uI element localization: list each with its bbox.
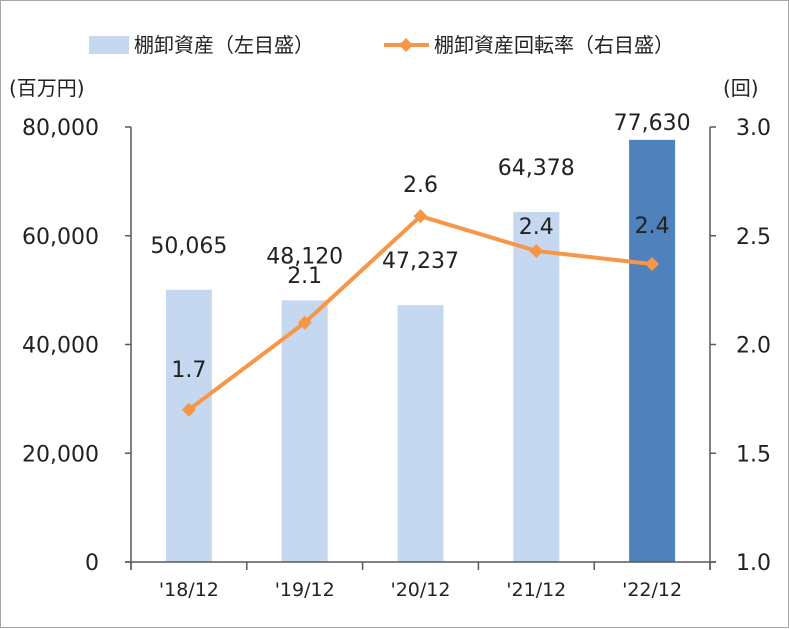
bar-value-label: 64,378 xyxy=(498,156,575,181)
x-tick-label: '20/12 xyxy=(391,579,451,601)
legend: 棚卸資産（左目盛） 棚卸資産回転率（右目盛） xyxy=(89,33,674,57)
data-labels: 50,065 48,120 47,237 64,378 77,630 1.7 2.1 2.6 2… xyxy=(150,111,690,383)
right-tick-label: 2.0 xyxy=(736,334,771,359)
bar-value-label: 77,630 xyxy=(614,111,691,136)
turnover-point-3 xyxy=(413,209,428,224)
turnover-point-4 xyxy=(529,243,544,258)
turnover-value-label: 2.4 xyxy=(635,214,670,239)
left-tick-label: 80,000 xyxy=(22,116,99,141)
right-axis-unit: (回) xyxy=(723,76,759,100)
turnover-point-2 xyxy=(297,315,312,330)
turnover-point-1 xyxy=(181,402,196,417)
right-tick-label: 1.5 xyxy=(736,442,771,467)
left-tick-label: 40,000 xyxy=(22,334,99,359)
turnover-value-label: 1.7 xyxy=(171,358,206,383)
axes: 0 20,000 40,000 60,000 80,000 1.0 1.5 2.0 2.5 3.0… xyxy=(22,116,771,601)
right-tick-label: 3.0 xyxy=(736,116,771,141)
x-tick-label: '19/12 xyxy=(275,579,335,601)
legend-line-marker xyxy=(399,38,413,52)
bar-1 xyxy=(165,289,212,562)
legend-bar-swatch xyxy=(89,36,129,54)
turnover-value-label: 2.1 xyxy=(287,264,322,289)
turnover-value-label: 2.6 xyxy=(403,173,438,198)
bar-4 xyxy=(513,211,560,562)
right-tick-label: 2.5 xyxy=(736,225,771,250)
legend-line-label: 棚卸資産回転率（右目盛） xyxy=(434,33,674,57)
left-axis-unit: (百万円) xyxy=(9,76,85,100)
left-tick-label: 20,000 xyxy=(22,442,99,467)
turnover-value-label: 2.4 xyxy=(519,215,554,240)
bar-5 xyxy=(629,139,676,562)
bar-value-label: 48,120 xyxy=(266,244,343,269)
right-tick-label: 1.0 xyxy=(736,551,771,576)
x-tick-label: '22/12 xyxy=(622,579,682,601)
left-tick-label: 0 xyxy=(85,551,99,576)
bar-value-label: 50,065 xyxy=(150,234,227,259)
legend-bar-label: 棚卸資産（左目盛） xyxy=(134,33,314,57)
bar-value-label: 47,237 xyxy=(382,249,459,274)
bar-series xyxy=(165,139,676,562)
line-series xyxy=(181,209,660,417)
bar-3 xyxy=(397,305,444,562)
x-tick-label: '21/12 xyxy=(506,579,566,601)
x-tick-label: '18/12 xyxy=(159,579,219,601)
turnover-point-5 xyxy=(645,257,660,272)
left-tick-label: 60,000 xyxy=(22,225,99,250)
bar-2 xyxy=(281,300,328,562)
